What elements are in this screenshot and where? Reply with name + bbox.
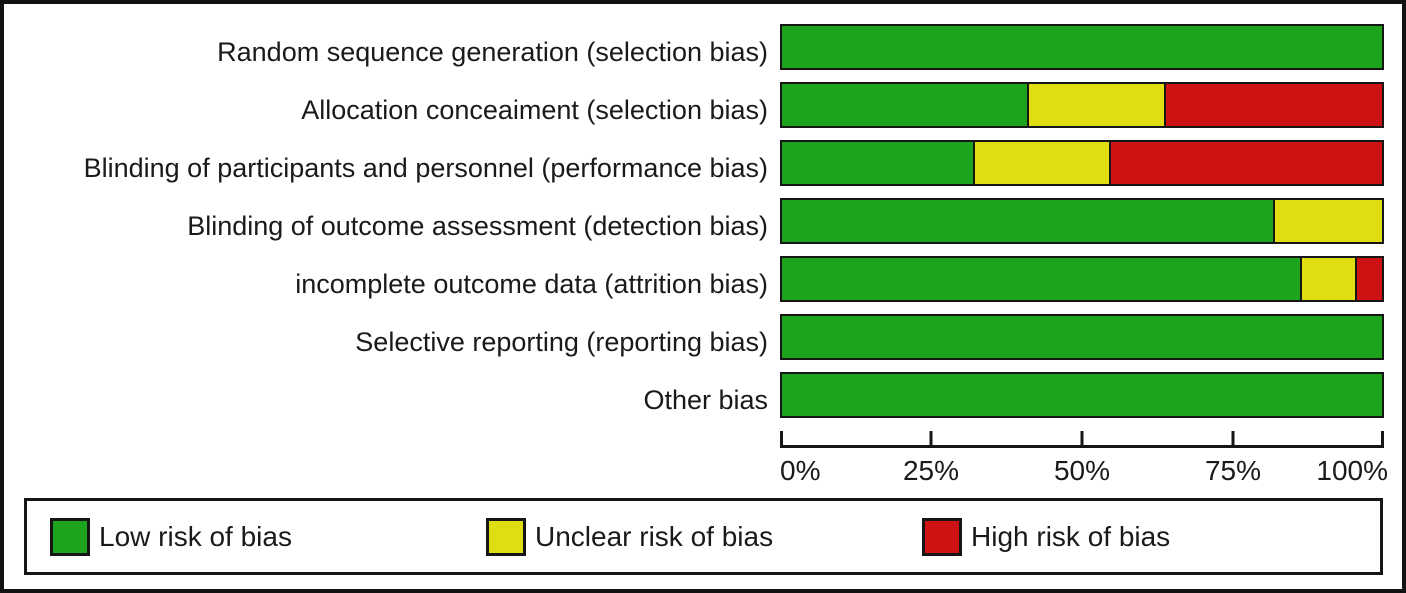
- bar-segment-high-risk-of-bias: [1354, 258, 1382, 300]
- chart-row: Selective reporting (reporting bias): [4, 308, 1402, 366]
- category-label: Allocation conceaiment (selection bias): [301, 95, 768, 126]
- category-label: incomplete outcome data (attrition bias): [295, 269, 768, 300]
- chart-row: Random sequence generation (selection bi…: [4, 18, 1402, 76]
- axis-tick: [1231, 431, 1235, 448]
- category-label: Blinding of participants and personnel (…: [83, 153, 768, 184]
- bar-segment-unclear-risk-of-bias: [1027, 84, 1164, 126]
- bar-segment-low-risk-of-bias: [782, 258, 1301, 300]
- chart-row: Allocation conceaiment (selection bias): [4, 76, 1402, 134]
- bar-track: [780, 256, 1384, 302]
- bar-segment-low-risk-of-bias: [782, 374, 1382, 416]
- axis-tick-label: 100%: [1316, 455, 1388, 486]
- bar-segment-low-risk-of-bias: [782, 200, 1273, 242]
- axis-tick: [1381, 431, 1384, 448]
- axis-tick-label: 0%: [780, 455, 821, 486]
- low-risk-of-bias-swatch: [50, 517, 90, 556]
- bar-track: [780, 314, 1384, 360]
- category-label: Blinding of outcome assessment (detectio…: [187, 211, 768, 242]
- bar-segment-low-risk-of-bias: [782, 84, 1028, 126]
- x-axis: 0% 25% 50% 75% 100%: [780, 431, 1388, 493]
- chart-row: Blinding of participants and personnel (…: [4, 134, 1402, 192]
- bar-segment-unclear-risk-of-bias: [972, 142, 1109, 184]
- bar-segment-unclear-risk-of-bias: [1300, 258, 1355, 300]
- chart-row: Blinding of outcome assessment (detectio…: [4, 192, 1402, 250]
- bar-track: [780, 198, 1384, 244]
- axis-tick: [929, 431, 933, 448]
- bar-segment-high-risk-of-bias: [1163, 84, 1382, 126]
- category-label: Selective reporting (reporting bias): [355, 327, 768, 358]
- unclear-risk-of-bias-swatch: [486, 517, 526, 556]
- high-risk-of-bias-swatch: [922, 517, 962, 556]
- chart-row: incomplete outcome data (attrition bias): [4, 250, 1402, 308]
- chart-row: Other bias: [4, 366, 1402, 424]
- bar-segment-high-risk-of-bias: [1108, 142, 1382, 184]
- bar-segment-unclear-risk-of-bias: [1272, 200, 1382, 242]
- legend-item-low-risk-of-bias: Low risk of bias: [50, 517, 292, 556]
- legend-item-unclear-risk-of-bias: Unclear risk of bias: [486, 517, 774, 556]
- bar-track: [780, 24, 1384, 70]
- legend-label: Unclear risk of bias: [535, 520, 774, 552]
- legend-label: High risk of bias: [971, 520, 1171, 552]
- legend-label: Low risk of bias: [99, 520, 292, 552]
- axis-tick: [1080, 431, 1084, 448]
- category-label: Other bias: [643, 385, 768, 416]
- bar-segment-low-risk-of-bias: [782, 316, 1382, 358]
- bar-segment-low-risk-of-bias: [782, 26, 1382, 68]
- axis-tick-label: 25%: [902, 455, 960, 486]
- axis-tick-label: 75%: [1204, 455, 1262, 486]
- legend: Low risk of bias Unclear risk of bias High…: [24, 498, 1383, 575]
- axis-tick: [780, 431, 783, 448]
- axis-tick-label: 50%: [1053, 455, 1111, 486]
- legend-item-high-risk-of-bias: High risk of bias: [922, 517, 1171, 556]
- bar-track: [780, 372, 1384, 418]
- bar-track: [780, 82, 1384, 128]
- category-label: Random sequence generation (selection bi…: [217, 37, 768, 68]
- bar-rows: Random sequence generation (selection bi…: [4, 18, 1402, 424]
- bar-track: [780, 140, 1384, 186]
- bar-segment-low-risk-of-bias: [782, 142, 973, 184]
